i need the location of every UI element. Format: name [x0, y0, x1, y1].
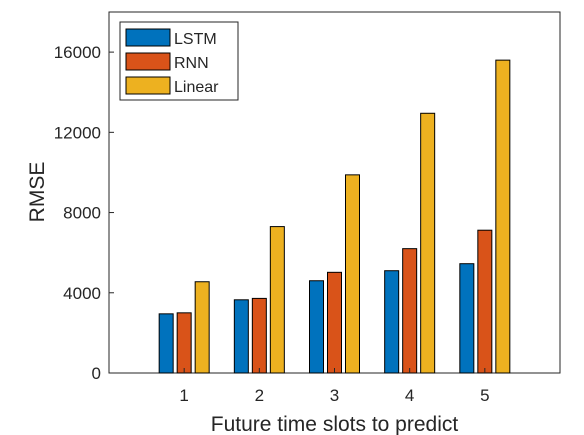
bar-linear-3 [345, 174, 360, 374]
x-tick-label: 5 [480, 386, 489, 405]
bar-lstm-4 [384, 270, 400, 374]
x-tick-label: 3 [330, 386, 339, 405]
legend-swatch-rnn [125, 52, 171, 71]
plot-area: 1 2 3 4 5 0 4000 8000 12000 16000 [54, 11, 561, 405]
bar-rnn-1 [176, 312, 192, 374]
y-tick-label: 0 [92, 364, 101, 383]
x-axis-label: Future time slots to predict [211, 413, 459, 435]
bar-rnn-4 [402, 248, 418, 374]
y-axis-label: RMSE [26, 162, 49, 223]
bar-lstm-1 [158, 313, 174, 374]
x-tick-label: 2 [255, 386, 264, 405]
legend-swatch-linear [125, 76, 171, 95]
y-tick-label: 16000 [54, 43, 101, 62]
bar-linear-4 [420, 112, 436, 374]
y-tick-label: 8000 [63, 204, 101, 223]
bar-rnn-3 [327, 271, 342, 374]
bar-linear-1 [194, 281, 210, 374]
x-tick-label: 4 [405, 386, 414, 405]
bar-lstm-2 [233, 299, 249, 374]
legend: LSTM RNN Linear [119, 21, 239, 101]
x-tick-label: 1 [179, 386, 188, 405]
bar-lstm-5 [459, 263, 475, 374]
legend-label-rnn: RNN [174, 55, 209, 72]
y-tick-label: 4000 [63, 284, 101, 303]
y-tick-label: 12000 [54, 123, 101, 142]
legend-label-linear: Linear [174, 79, 219, 96]
legend-swatch-lstm [125, 28, 171, 47]
bars-layer [158, 59, 511, 374]
x-axis: 1 2 3 4 5 [179, 368, 490, 405]
bar-linear-5 [495, 59, 511, 374]
bar-lstm-3 [309, 280, 324, 374]
y-axis: 0 4000 8000 12000 16000 [54, 43, 114, 383]
bar-rnn-2 [251, 297, 267, 374]
bar-linear-2 [269, 226, 285, 374]
legend-label-lstm: LSTM [174, 31, 217, 48]
bar-rnn-5 [477, 229, 493, 374]
